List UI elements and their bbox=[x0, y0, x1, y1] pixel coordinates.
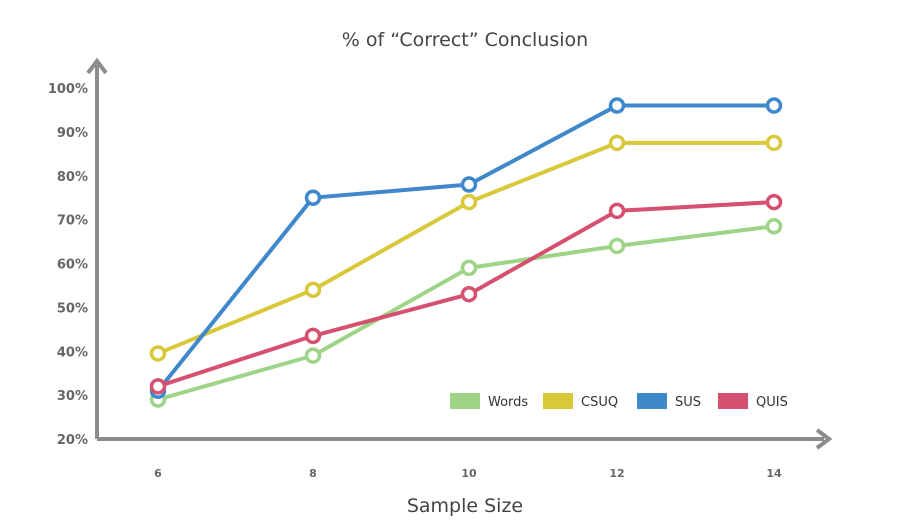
y-tick-label: 60% bbox=[57, 258, 88, 273]
data-point bbox=[460, 285, 478, 303]
x-tick-label: 12 bbox=[609, 467, 624, 480]
series-group bbox=[149, 97, 783, 408]
legend-label: SUS bbox=[675, 395, 701, 410]
legend-label: CSUQ bbox=[581, 395, 618, 410]
x-tick-label: 6 bbox=[154, 467, 162, 480]
series-sus bbox=[149, 97, 783, 399]
data-point bbox=[149, 378, 167, 395]
series-words bbox=[149, 217, 783, 408]
y-tick-label: 40% bbox=[57, 345, 88, 360]
y-tick-label: 80% bbox=[57, 170, 88, 185]
data-point bbox=[765, 97, 783, 114]
x-axis-arrow bbox=[815, 428, 833, 450]
y-tick-label: 70% bbox=[57, 214, 88, 229]
x-tick-label: 14 bbox=[766, 467, 782, 480]
series-line bbox=[156, 103, 774, 392]
x-tick-label: 8 bbox=[309, 467, 317, 480]
y-axis-ticks: 20% 30% 40% 50% 60% 70% 80% 90% 100% bbox=[48, 82, 88, 448]
y-tick-label: 50% bbox=[57, 301, 88, 316]
y-axis-arrow bbox=[86, 57, 108, 75]
y-tick-label: 100% bbox=[48, 82, 88, 97]
series-quis bbox=[149, 193, 783, 395]
data-point bbox=[304, 189, 322, 206]
data-point bbox=[608, 202, 626, 220]
data-point bbox=[765, 193, 783, 211]
data-point bbox=[608, 237, 626, 255]
legend-swatch bbox=[543, 393, 573, 409]
legend-label: QUIS bbox=[756, 395, 788, 410]
x-tick-label: 10 bbox=[461, 467, 477, 480]
legend-swatch bbox=[637, 393, 667, 409]
x-axis-ticks: 6 8 10 12 14 bbox=[154, 467, 782, 480]
data-point bbox=[608, 97, 626, 114]
data-point bbox=[149, 345, 167, 362]
series-line bbox=[157, 140, 774, 356]
data-point bbox=[460, 193, 478, 211]
legend-swatch bbox=[450, 393, 480, 409]
data-point bbox=[460, 259, 478, 277]
series-line bbox=[157, 224, 775, 402]
legend-label: Words bbox=[488, 395, 528, 410]
chart-title: % of “Correct” Conclusion bbox=[342, 29, 588, 51]
y-tick-label: 20% bbox=[57, 433, 88, 448]
x-axis-label: Sample Size bbox=[407, 495, 523, 517]
series-csuq bbox=[149, 134, 783, 362]
data-point bbox=[765, 217, 783, 235]
data-point bbox=[460, 176, 478, 193]
y-tick-label: 30% bbox=[57, 389, 88, 404]
data-point bbox=[304, 347, 322, 364]
data-point bbox=[304, 281, 322, 299]
chart-axes bbox=[86, 57, 833, 450]
legend: Words CSUQ SUS QUIS bbox=[450, 393, 788, 410]
data-point bbox=[608, 134, 626, 152]
data-point bbox=[765, 134, 783, 152]
legend-swatch bbox=[718, 393, 748, 409]
data-point bbox=[304, 327, 322, 345]
y-tick-label: 90% bbox=[57, 126, 88, 141]
